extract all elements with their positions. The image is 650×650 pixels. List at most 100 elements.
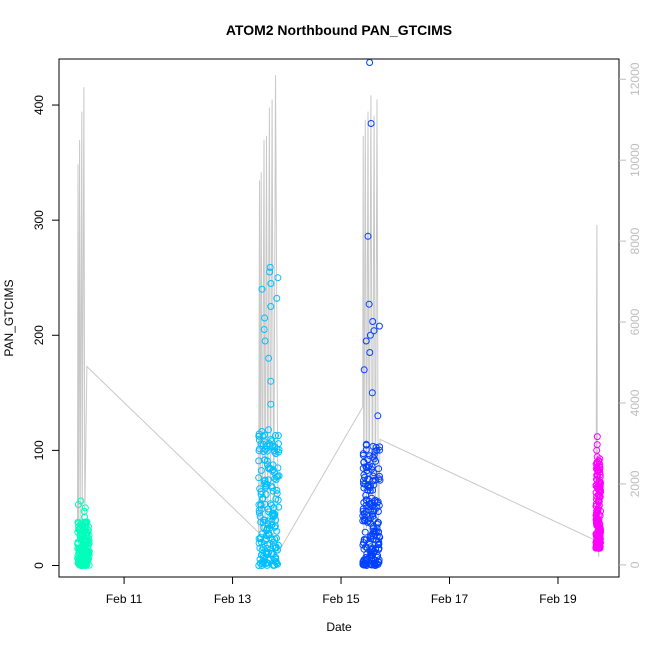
data-point: [374, 528, 382, 536]
data-point: [374, 508, 382, 515]
data-point: [260, 326, 268, 333]
y-tick-label: 0: [32, 562, 46, 569]
data-point: [364, 486, 372, 494]
data-point: [268, 501, 275, 509]
y-tick-label: 300: [32, 210, 46, 230]
x-tick-label: Feb 13: [214, 592, 252, 606]
data-point: [594, 485, 602, 493]
data-point: [271, 544, 279, 552]
data-points: [74, 59, 604, 569]
data-point: [257, 467, 265, 474]
data-point: [369, 442, 377, 450]
data-point: [376, 476, 384, 484]
axes: 0100200300400020004000600080001000012000…: [32, 62, 642, 606]
data-point: [265, 549, 272, 557]
data-point: [366, 331, 374, 339]
data-point: [362, 337, 370, 345]
data-point: [85, 540, 93, 548]
data-point: [256, 544, 264, 552]
data-point: [375, 322, 383, 330]
data-point: [74, 518, 82, 526]
series-line: [77, 75, 601, 557]
data-point: [373, 446, 381, 454]
data-point: [366, 59, 374, 66]
data-point: [85, 550, 92, 558]
data-point: [372, 545, 379, 552]
data-point: [367, 550, 375, 558]
y2-tick-label: 12000: [628, 62, 642, 96]
data-point: [263, 457, 271, 465]
y-tick-label: 200: [32, 325, 46, 345]
data-point: [366, 349, 374, 356]
data-point: [367, 120, 375, 127]
data-point: [595, 491, 603, 499]
y-tick-label: 100: [32, 440, 46, 460]
data-point: [596, 480, 604, 488]
data-point: [366, 452, 374, 460]
data-point: [261, 480, 269, 488]
data-point: [267, 303, 275, 310]
y2-tick-label: 4000: [628, 389, 642, 416]
data-point: [255, 447, 263, 455]
data-point: [364, 475, 372, 483]
data-point: [371, 560, 379, 567]
data-point: [259, 494, 267, 502]
data-point: [274, 464, 282, 472]
data-point: [273, 294, 281, 302]
data-point: [266, 263, 274, 271]
data-point: [260, 477, 268, 485]
data-point: [266, 268, 274, 276]
data-point: [369, 525, 377, 533]
data-point: [593, 441, 601, 449]
data-point: [81, 556, 89, 564]
data-point: [264, 476, 272, 484]
data-point: [255, 539, 263, 547]
data-point: [74, 501, 82, 508]
data-point: [256, 485, 264, 493]
data-point: [274, 274, 282, 282]
data-point: [365, 503, 373, 511]
data-point: [255, 562, 263, 569]
data-point: [265, 531, 273, 539]
data-point: [273, 490, 281, 498]
data-point: [361, 528, 369, 536]
y2-tick-label: 2000: [628, 470, 642, 497]
data-point: [597, 529, 604, 537]
data-point: [366, 533, 374, 540]
data-point: [270, 551, 277, 559]
data-point: [595, 533, 603, 541]
data-point: [595, 458, 603, 466]
data-point: [261, 314, 269, 322]
x-tick-label: Feb 11: [106, 592, 143, 606]
data-point: [594, 467, 602, 475]
data-point: [363, 550, 371, 558]
data-point: [77, 497, 85, 505]
data-point: [269, 561, 277, 569]
x-tick-label: Feb 15: [322, 592, 360, 606]
data-point: [368, 510, 376, 518]
data-point: [275, 503, 283, 511]
data-point: [261, 337, 269, 345]
data-point: [265, 354, 273, 362]
data-point: [255, 474, 263, 482]
data-point: [267, 400, 275, 408]
data-point: [375, 544, 383, 552]
plot-frame: [58, 58, 620, 578]
data-point: [82, 561, 90, 569]
data-point: [255, 509, 263, 517]
data-point: [374, 412, 382, 420]
data-point: [370, 327, 378, 335]
chart-title: ATOM2 Northbound PAN_GTCIMS: [226, 22, 452, 38]
data-point: [267, 280, 275, 287]
data-point: [268, 437, 276, 445]
y2-tick-label: 6000: [628, 308, 642, 335]
data-point: [75, 561, 83, 569]
data-point: [268, 467, 276, 475]
data-point: [362, 557, 370, 565]
data-point: [267, 436, 275, 443]
data-point: [375, 465, 383, 473]
data-point: [360, 556, 368, 564]
data-point: [364, 232, 372, 240]
x-tick-label: Feb 17: [431, 592, 469, 606]
data-point: [257, 505, 265, 513]
